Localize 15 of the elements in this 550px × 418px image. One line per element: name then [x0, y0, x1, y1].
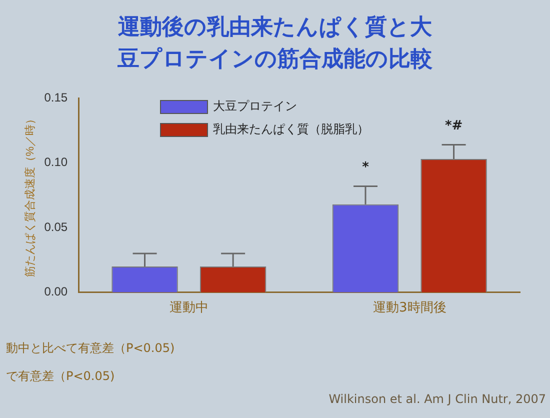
legend-label: 乳由来たんぱく質（脱脂乳） [213, 121, 369, 138]
y-tick-label: 0.10 [44, 155, 68, 170]
y-tick-label: 0.00 [44, 284, 68, 299]
text: 動中と比べて有意差（P<0.05) [6, 340, 175, 357]
text: で有意差（P<0.05) [6, 368, 115, 385]
annotation: *# [444, 118, 463, 134]
x-tick-label: 運動中 [169, 300, 208, 316]
y-tick-label: 0.05 [44, 220, 68, 234]
y-axis-title: 筋たんぱく質合成速度（%／時） [24, 113, 37, 278]
y-tick-label: 0.15 [44, 90, 68, 105]
text: Wilkinson et al. Am J Clin Nutr, 2007 [328, 392, 546, 406]
legend-label: 大豆プロテイン [213, 98, 297, 115]
annotation: * [362, 160, 370, 176]
chart-title: 運動後の乳由来たんぱく質と大豆プロテインの筋合成能の比較 [116, 14, 434, 74]
x-tick-label: 運動3時間後 [373, 300, 446, 316]
